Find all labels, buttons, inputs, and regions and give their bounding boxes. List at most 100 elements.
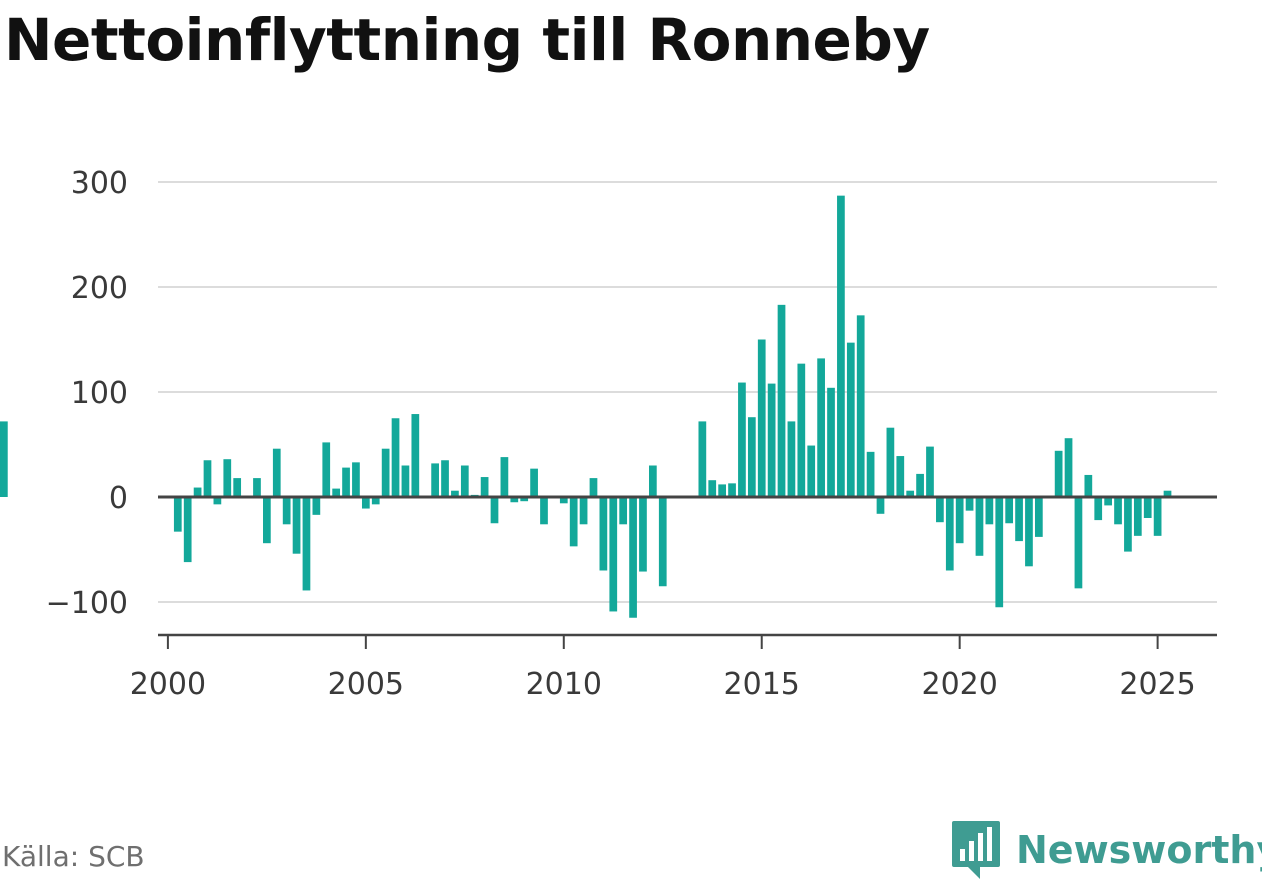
bar (955, 497, 964, 544)
bar (589, 478, 598, 497)
bar (827, 387, 835, 497)
bar (1084, 474, 1093, 497)
bar (500, 457, 509, 497)
bar (173, 497, 182, 532)
bar (757, 339, 766, 497)
bar (817, 358, 825, 497)
page-title: Nettoinflyttning till Ronneby (4, 6, 930, 74)
x-tick-label: 2005 (328, 667, 404, 702)
bar (866, 451, 875, 497)
x-tick-label: 2015 (724, 667, 800, 702)
y-tick-label: 200 (71, 271, 128, 306)
bar (371, 497, 380, 505)
bar (361, 497, 370, 509)
x-axis-tick-labels: 2000 2005 2010 2015 2020 2025 (130, 635, 1196, 702)
bar (985, 497, 994, 525)
bar (747, 417, 756, 497)
bar (916, 473, 924, 497)
bar (460, 465, 469, 497)
bar (658, 497, 667, 587)
bar (1163, 490, 1172, 497)
bar (936, 497, 944, 523)
bar (698, 421, 707, 497)
bar (787, 421, 796, 497)
bar (609, 497, 618, 612)
bar (807, 445, 816, 497)
bar (886, 427, 895, 497)
y-tick-label: 0 (109, 481, 128, 516)
bar (649, 465, 657, 497)
y-axis-tick-labels: −100 0 100 200 300 (46, 166, 128, 621)
bar (203, 460, 212, 497)
bar (1054, 450, 1063, 497)
bar (223, 459, 232, 497)
bar (381, 448, 390, 497)
bar (282, 497, 291, 525)
bar (183, 497, 192, 563)
bar (599, 497, 608, 571)
x-tick-label: 2025 (1119, 667, 1195, 702)
bar (292, 497, 301, 554)
bar (213, 497, 222, 505)
newsworthy-logo-icon (952, 821, 1000, 879)
bar (480, 477, 489, 497)
bar (520, 497, 529, 502)
bar (728, 483, 736, 497)
bar (401, 465, 410, 497)
bar (411, 414, 420, 497)
bar (1124, 497, 1132, 552)
bar (322, 442, 331, 497)
bar (906, 490, 915, 497)
bar (253, 478, 261, 497)
bar (1114, 497, 1122, 525)
x-tick-label: 2020 (921, 667, 997, 702)
bar (510, 497, 519, 503)
bar (233, 478, 242, 497)
bar (569, 497, 578, 547)
bar (797, 363, 806, 497)
bar (1133, 497, 1142, 536)
bar (1153, 497, 1162, 536)
bar (391, 418, 400, 497)
bar (629, 497, 637, 618)
bar-series (0, 195, 1172, 618)
bar (332, 488, 341, 497)
bar (1025, 497, 1033, 567)
bar (619, 497, 628, 525)
bar (193, 487, 202, 497)
bar (708, 480, 717, 497)
bar (1074, 497, 1083, 589)
y-tick-label: 100 (71, 376, 128, 411)
bar (1015, 497, 1023, 542)
grid-lines (158, 181, 1217, 603)
bar (639, 497, 647, 572)
bar (352, 462, 360, 497)
bar (1034, 497, 1043, 537)
bar (1094, 497, 1103, 521)
bar (945, 497, 954, 571)
x-tick-label: 2010 (526, 667, 602, 702)
x-axis (158, 495, 1217, 637)
bar (312, 497, 321, 515)
x-tick-label: 2000 (130, 667, 206, 702)
bar (846, 342, 855, 497)
bar (837, 195, 845, 497)
brand-logo: Newsworthy (950, 820, 1262, 880)
bar (856, 315, 865, 497)
bar (559, 497, 568, 504)
bar (490, 497, 499, 524)
bar (965, 497, 974, 511)
bar (579, 497, 588, 525)
bar (876, 497, 885, 514)
bar (718, 484, 726, 497)
bar (441, 460, 449, 497)
brand-name: Newsworthy (1016, 828, 1262, 872)
bar (738, 382, 746, 497)
bar (975, 497, 984, 556)
bar (995, 497, 1004, 608)
bar (263, 497, 271, 544)
y-tick-label: −100 (46, 586, 128, 621)
bar (540, 497, 548, 525)
bar (272, 448, 281, 497)
